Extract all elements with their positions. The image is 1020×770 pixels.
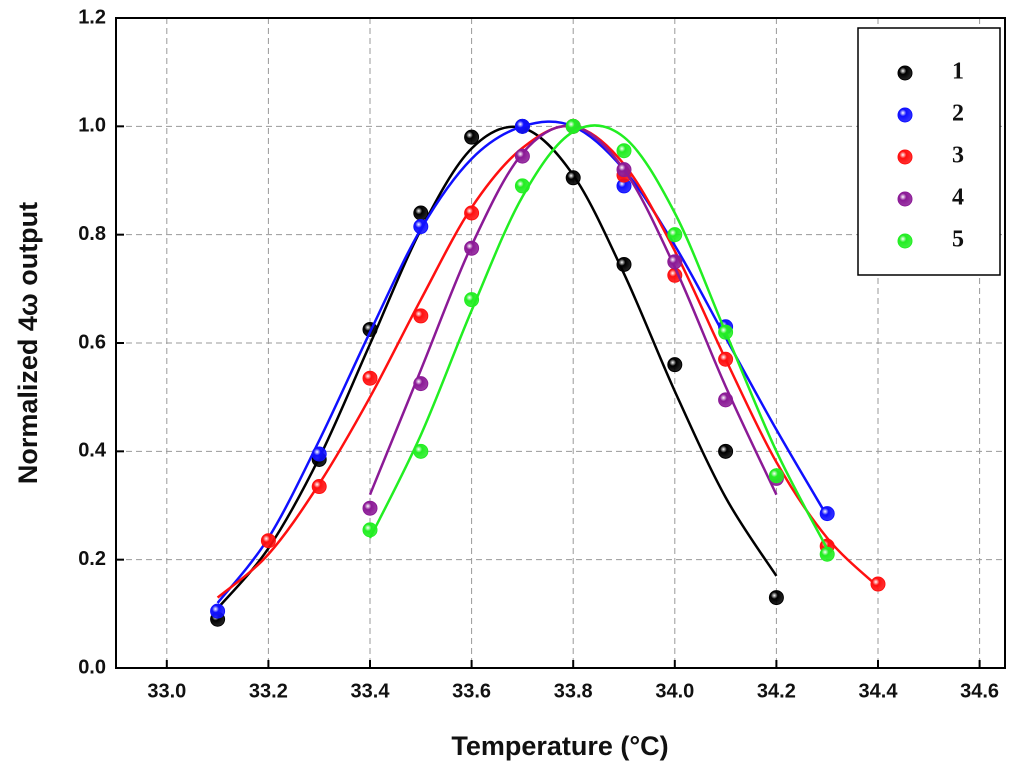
data-point [768, 590, 784, 606]
legend-label: 4 [952, 185, 964, 211]
data-point [514, 178, 530, 194]
data-point [413, 443, 429, 459]
legend-label: 2 [952, 101, 964, 127]
legend-label: 3 [952, 143, 964, 169]
legend-marker [897, 65, 913, 81]
data-point [667, 357, 683, 373]
data-point [413, 219, 429, 235]
data-point [311, 479, 327, 495]
data-point [464, 240, 480, 256]
y-tick-label: 0.4 [78, 440, 107, 462]
plot-frame [115, 17, 1006, 669]
data-point [667, 254, 683, 270]
data-point [616, 162, 632, 178]
data-point [514, 118, 530, 134]
data-point [362, 522, 378, 538]
data-point [464, 129, 480, 145]
legend-marker [897, 191, 913, 207]
x-tick-label: 34.4 [859, 680, 899, 702]
x-tick-label: 33.8 [554, 680, 593, 702]
data-point [768, 468, 784, 484]
data-point [870, 576, 886, 592]
data-point [667, 227, 683, 243]
x-tick-label: 33.4 [351, 680, 391, 702]
data-point [565, 118, 581, 134]
data-point [464, 292, 480, 308]
x-tick-label: 34.2 [757, 680, 796, 702]
legend-label: 1 [952, 59, 964, 85]
legend-box [857, 27, 1001, 276]
data-point [616, 256, 632, 272]
fit-curve [216, 124, 879, 599]
data-point [413, 308, 429, 324]
y-tick-label: 0.0 [78, 656, 106, 678]
data-point [464, 205, 480, 221]
y-tick-label: 1.2 [78, 6, 106, 28]
y-tick-label: 1.0 [78, 115, 106, 137]
data-point [819, 546, 835, 562]
data-point [514, 148, 530, 164]
data-point [819, 506, 835, 522]
x-tick-label: 34.0 [655, 680, 694, 702]
data-point [413, 376, 429, 392]
legend-marker [897, 233, 913, 249]
y-tick-label: 0.2 [78, 548, 106, 570]
x-axis-title: Temperature (°C) [451, 731, 668, 761]
data-point [565, 170, 581, 186]
legend-marker [897, 107, 913, 123]
data-point [413, 205, 429, 221]
y-tick-label: 0.8 [78, 223, 106, 245]
x-tick-label: 33.6 [452, 680, 491, 702]
fit-curve [368, 124, 829, 550]
x-tick-label: 33.0 [147, 680, 186, 702]
data-point [718, 392, 734, 408]
data-point [362, 370, 378, 386]
data-point [718, 324, 734, 340]
legend-marker [897, 149, 913, 165]
x-tick-label: 33.2 [249, 680, 288, 702]
data-point [362, 500, 378, 516]
legend-label: 5 [952, 227, 964, 253]
fit-curve [216, 120, 829, 604]
data-point [260, 533, 276, 549]
y-axis-title: Normalized 4ω output [13, 202, 43, 484]
data-point [210, 603, 226, 619]
x-tick-label: 34.6 [960, 680, 999, 702]
data-point [616, 143, 632, 159]
fit-curve [216, 125, 778, 610]
y-tick-label: 0.6 [78, 331, 106, 353]
data-point [311, 446, 327, 462]
data-point [718, 351, 734, 367]
data-point [718, 443, 734, 459]
